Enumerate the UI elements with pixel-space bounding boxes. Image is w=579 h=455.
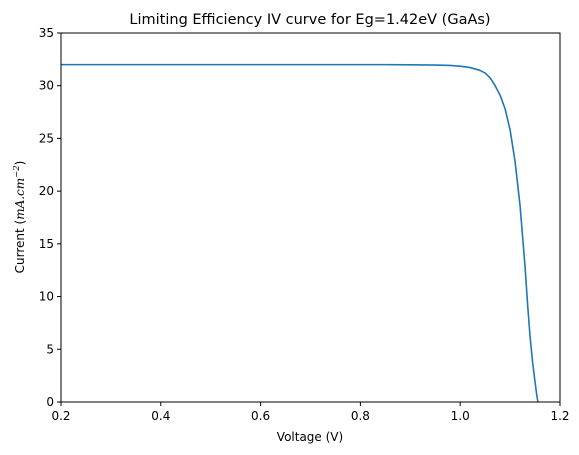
y-axis-label-exponent: −2 bbox=[12, 165, 22, 178]
x-axis-label: Voltage (V) bbox=[277, 430, 343, 444]
y-tick-label: 10 bbox=[39, 290, 54, 304]
x-axis-ticks: 0.2 0.4 0.6 0.8 1.0 1.2 bbox=[51, 402, 570, 423]
y-axis-label-unit: mA.cm bbox=[13, 178, 27, 220]
x-tick-label: 0.6 bbox=[251, 409, 270, 423]
y-tick-label: 25 bbox=[39, 131, 54, 145]
x-tick-label: 1.2 bbox=[550, 409, 569, 423]
y-tick-label: 20 bbox=[39, 184, 54, 198]
iv-curve-line bbox=[61, 63, 539, 403]
y-axis-label-suffix: ) bbox=[13, 161, 27, 166]
x-tick-label: 1.0 bbox=[451, 409, 470, 423]
y-tick-label: 0 bbox=[46, 395, 54, 409]
y-tick-label: 15 bbox=[39, 237, 54, 251]
y-tick-label: 35 bbox=[39, 26, 54, 40]
x-tick-label: 0.2 bbox=[51, 409, 70, 423]
y-tick-label: 5 bbox=[46, 342, 54, 356]
y-tick-label: 30 bbox=[39, 79, 54, 93]
y-axis-label-prefix: Current ( bbox=[13, 220, 27, 274]
plot-frame bbox=[60, 32, 561, 403]
chart-title: Limiting Efficiency IV curve for Eg=1.42… bbox=[129, 12, 490, 28]
y-axis-ticks: 0 5 10 15 20 25 30 35 bbox=[39, 26, 61, 409]
x-tick-label: 0.4 bbox=[151, 409, 170, 423]
y-axis-label: Current (mA.cm−2) bbox=[12, 161, 27, 274]
x-tick-label: 0.8 bbox=[351, 409, 370, 423]
plot-area bbox=[61, 63, 539, 403]
